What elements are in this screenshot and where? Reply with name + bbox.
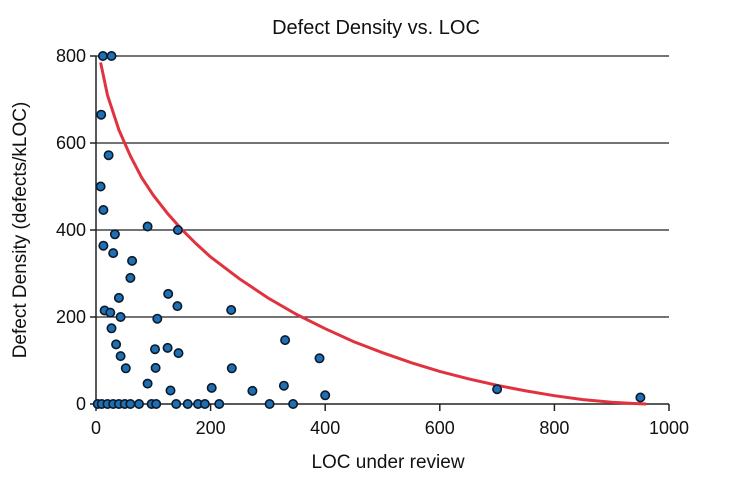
data-point: [134, 398, 145, 409]
data-point: [165, 385, 176, 396]
y-tick-label: 600: [56, 133, 86, 153]
data-point: [109, 229, 120, 240]
x-tick-label: 600: [425, 418, 455, 438]
data-point: [264, 398, 275, 409]
data-point: [635, 392, 646, 403]
data-point: [278, 380, 289, 391]
fit-curve: [99, 62, 647, 406]
y-tick-label: 0: [76, 394, 86, 414]
y-tick-label: 400: [56, 220, 86, 240]
x-tick-label: 400: [310, 418, 340, 438]
data-point: [113, 292, 124, 303]
fit-curve-layer: [99, 62, 647, 406]
data-point: [247, 385, 258, 396]
data-point: [150, 344, 161, 355]
data-point: [97, 50, 108, 61]
data-point: [103, 150, 114, 161]
data-point: [226, 363, 237, 374]
data-point: [105, 307, 116, 318]
data-point: [173, 348, 184, 359]
data-point: [320, 390, 331, 401]
data-point: [172, 301, 183, 312]
y-axis-label: Defect Density (defects/kLOC): [10, 102, 31, 359]
data-point: [98, 240, 109, 251]
x-tick-label: 800: [539, 418, 569, 438]
data-point: [111, 339, 122, 350]
data-points: [92, 50, 646, 409]
data-point: [171, 398, 182, 409]
data-point: [106, 50, 117, 61]
data-point: [199, 398, 210, 409]
x-tick-label: 200: [196, 418, 226, 438]
y-tick-label: 800: [56, 46, 86, 66]
x-tick-labels: 0 200 400 600 800 1000: [91, 404, 689, 438]
data-point: [98, 205, 109, 216]
y-tick-label: 200: [56, 307, 86, 327]
chart-title: Defect Density vs. LOC: [272, 17, 480, 39]
data-point: [108, 248, 119, 259]
x-tick-label: 1000: [649, 418, 689, 438]
data-point: [163, 288, 174, 299]
data-point: [280, 335, 291, 346]
data-point: [182, 398, 193, 409]
data-point: [96, 109, 107, 120]
data-point: [127, 255, 138, 266]
data-point: [288, 398, 299, 409]
data-point: [214, 398, 225, 409]
data-point: [125, 398, 136, 409]
x-axis-label: LOC under review: [311, 452, 464, 473]
data-point: [95, 181, 106, 192]
data-point: [142, 378, 153, 389]
data-point: [115, 351, 126, 362]
data-point: [150, 362, 161, 373]
gridlines: [96, 55, 669, 318]
data-point: [206, 382, 217, 393]
data-point: [172, 225, 183, 236]
data-point: [152, 313, 163, 324]
data-point: [151, 398, 162, 409]
data-point: [226, 304, 237, 315]
data-point: [314, 353, 325, 364]
data-point: [120, 363, 131, 374]
x-tick-label: 0: [91, 418, 101, 438]
data-point: [125, 272, 136, 283]
data-point: [162, 342, 173, 353]
data-point: [115, 311, 126, 322]
data-point: [492, 384, 503, 395]
data-point: [142, 221, 153, 232]
y-tick-labels: 0 200 400 600 800: [56, 46, 96, 414]
data-point: [106, 323, 117, 334]
